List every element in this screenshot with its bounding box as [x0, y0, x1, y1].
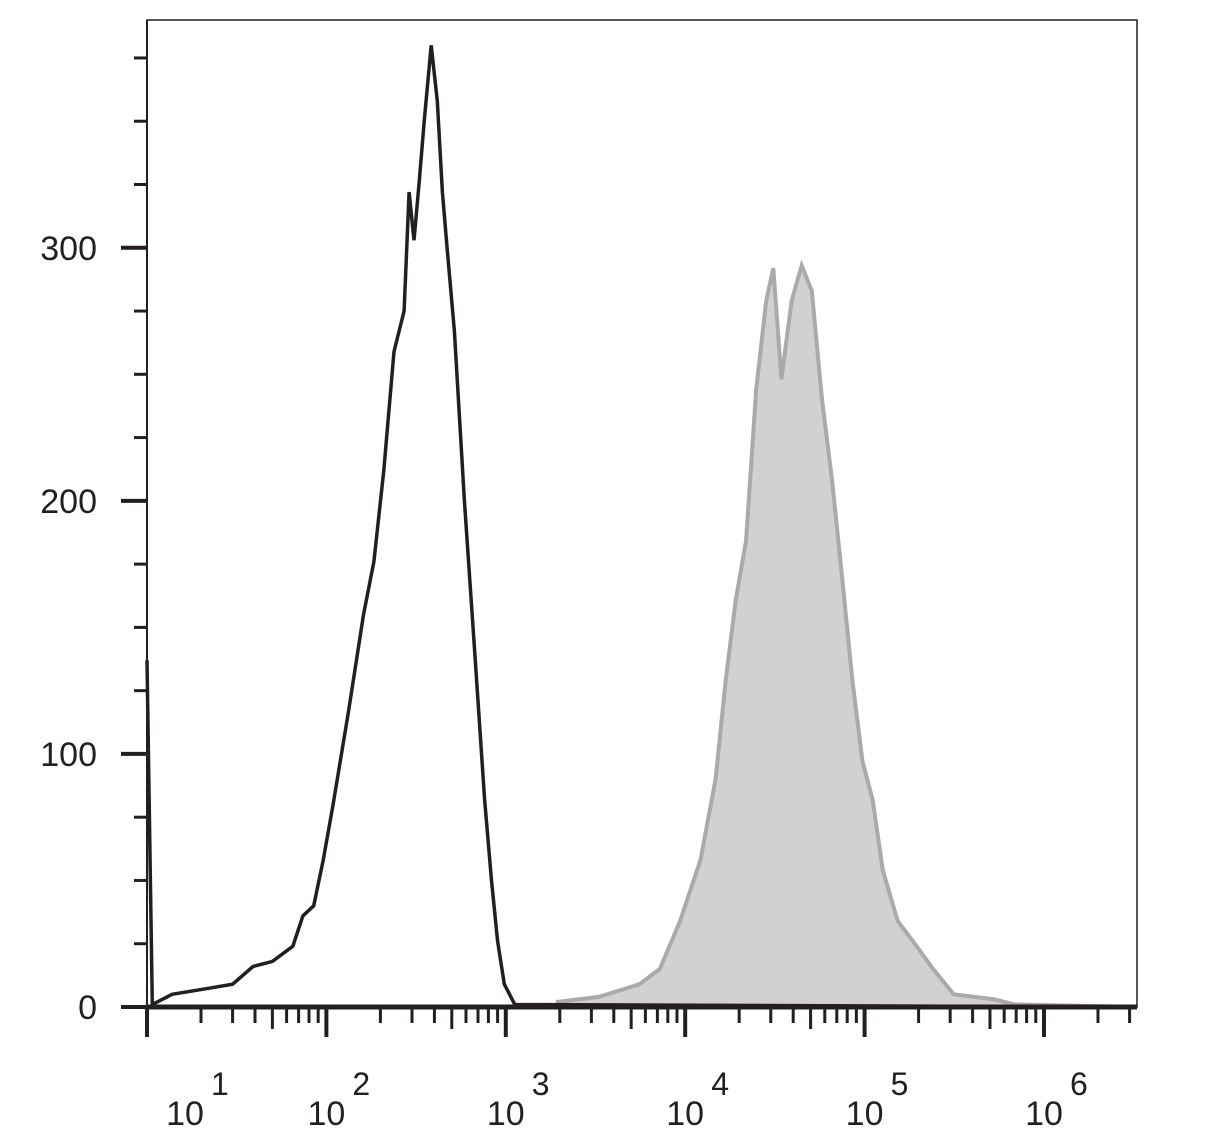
x-tick-label: 10 — [846, 1095, 884, 1133]
y-tick-label: 200 — [40, 483, 97, 521]
x-tick-exponent: 3 — [532, 1066, 550, 1102]
y-tick-label: 300 — [40, 230, 97, 268]
x-tick-label: 10 — [166, 1095, 204, 1133]
plot-frame — [146, 19, 1138, 1008]
histogram-line — [145, 45, 1138, 1009]
x-tick-label: 10 — [666, 1095, 704, 1133]
x-tick-exponent: 4 — [711, 1066, 729, 1102]
x-tick-label: 10 — [487, 1095, 525, 1133]
x-tick-exponent: 5 — [891, 1066, 909, 1102]
x-tick-label: 10 — [1025, 1095, 1063, 1133]
x-tick-exponent: 2 — [352, 1066, 370, 1102]
histogram-area — [555, 259, 1138, 1009]
x-tick-label: 10 — [307, 1095, 345, 1133]
x-tick-exponent: 6 — [1070, 1066, 1088, 1102]
x-tick-exponent: 1 — [211, 1066, 229, 1102]
y-tick-label: 100 — [40, 736, 97, 774]
y-tick-label: 0 — [78, 989, 97, 1027]
